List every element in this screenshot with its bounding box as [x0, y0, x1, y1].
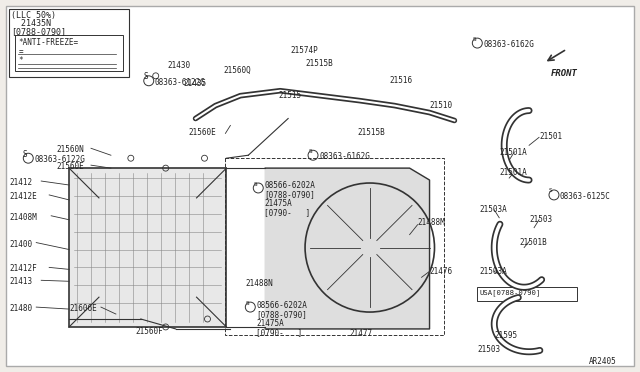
Text: 21488M: 21488M	[417, 218, 445, 227]
Text: S: S	[472, 36, 476, 42]
Bar	[477, 287, 577, 301]
Text: 21503: 21503	[529, 215, 552, 224]
Text: 21515B: 21515B	[305, 59, 333, 68]
Text: 21412F: 21412F	[10, 264, 37, 273]
Text: S: S	[23, 150, 28, 159]
Text: =: =	[19, 47, 23, 56]
Text: 08566-6202A: 08566-6202A	[264, 181, 315, 190]
Text: 21475A: 21475A	[264, 199, 292, 208]
Bar	[15, 35, 123, 71]
Text: 21413: 21413	[10, 277, 33, 286]
Text: 21606E: 21606E	[69, 304, 97, 313]
Text: 21477: 21477	[350, 329, 373, 338]
Text: (LLC 50%): (LLC 50%)	[12, 11, 56, 20]
Text: 21501A: 21501A	[499, 148, 527, 157]
Text: 08363-6125C: 08363-6125C	[560, 192, 611, 201]
Text: 21503A: 21503A	[479, 267, 507, 276]
Text: 21503A: 21503A	[479, 205, 507, 214]
Text: [0790-   ]: [0790- ]	[264, 208, 310, 217]
Text: 21400: 21400	[10, 240, 33, 248]
Text: 21408M: 21408M	[10, 213, 37, 222]
Text: 21515B: 21515B	[358, 128, 385, 137]
Text: 21476: 21476	[429, 267, 452, 276]
Text: 21516: 21516	[390, 76, 413, 85]
Text: 21560F: 21560F	[136, 327, 164, 336]
Text: 21412: 21412	[10, 178, 33, 187]
Text: 21515: 21515	[278, 91, 301, 100]
Text: [0788-0790]: [0788-0790]	[12, 27, 67, 36]
Text: *ANTI-FREEZE=: *ANTI-FREEZE=	[19, 38, 79, 47]
Text: 08363-6122G: 08363-6122G	[35, 155, 85, 164]
Text: 08566-6202A: 08566-6202A	[256, 301, 307, 310]
Text: 21510: 21510	[429, 101, 452, 110]
Text: 21488N: 21488N	[245, 279, 273, 288]
Text: 21412E: 21412E	[10, 192, 37, 201]
Text: USA[0788-0790]: USA[0788-0790]	[479, 289, 541, 296]
Text: FRONT: FRONT	[551, 69, 578, 78]
Text: 21435N: 21435N	[12, 19, 51, 28]
Text: *: *	[19, 56, 23, 65]
Text: 08363-6122G: 08363-6122G	[155, 78, 205, 87]
Text: 21560Q: 21560Q	[223, 66, 251, 75]
Text: 21430: 21430	[168, 61, 191, 70]
Text: S: S	[308, 149, 312, 154]
Text: S: S	[253, 182, 257, 186]
Polygon shape	[265, 168, 429, 329]
Text: S: S	[246, 301, 249, 306]
Text: 08363-6162G: 08363-6162G	[483, 40, 534, 49]
Bar	[69, 168, 227, 327]
Text: [0788-0790]: [0788-0790]	[264, 190, 315, 199]
Text: 21560E: 21560E	[56, 162, 84, 171]
Text: 21475A: 21475A	[256, 319, 284, 328]
Text: 21595: 21595	[494, 331, 517, 340]
Text: 21435: 21435	[184, 79, 207, 88]
Text: 21503: 21503	[477, 345, 500, 354]
Text: 08363-6162G: 08363-6162G	[319, 152, 370, 161]
Text: [0790-   ]: [0790- ]	[256, 328, 303, 337]
Text: 21501B: 21501B	[519, 238, 547, 247]
Text: S: S	[549, 189, 553, 193]
Bar	[225, 158, 444, 335]
Text: 21574P: 21574P	[290, 46, 318, 55]
Text: 21560N: 21560N	[56, 145, 84, 154]
Bar	[10, 9, 129, 77]
Text: [0788-0790]: [0788-0790]	[256, 310, 307, 319]
Text: AR2405: AR2405	[589, 357, 616, 366]
Text: 21480: 21480	[10, 304, 33, 313]
Text: 21560E: 21560E	[189, 128, 216, 137]
Text: S: S	[143, 72, 148, 81]
Text: 21501A: 21501A	[499, 168, 527, 177]
Text: 21501: 21501	[539, 132, 562, 141]
